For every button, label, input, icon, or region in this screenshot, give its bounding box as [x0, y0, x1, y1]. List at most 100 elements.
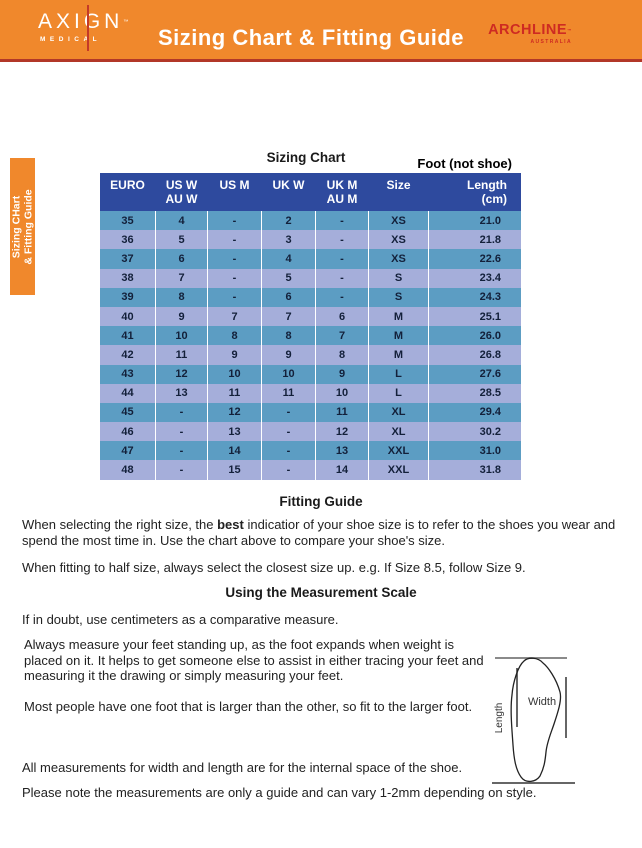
table-cell: 27.6: [479, 368, 501, 381]
table-row: 48-15-14 XXL 31.8: [100, 460, 521, 480]
table-cell: 12: [156, 364, 208, 384]
foot-measurement-diagram: Width Length: [488, 650, 588, 795]
table-cell: 4: [156, 211, 208, 231]
table-cell: 13: [208, 422, 262, 442]
measurement-paragraph-3: Most people have one foot that is larger…: [24, 699, 473, 714]
table-cell: 4: [262, 249, 316, 269]
sizing-table: EURO US W AU W US M UK W UK M AU M Size Length (c…: [100, 173, 521, 480]
table-cell: 42: [100, 345, 156, 365]
table-cell: 48: [100, 460, 156, 480]
side-tab-line2: & Fitting Guide: [22, 188, 34, 265]
table-cell: 28.5: [479, 387, 501, 400]
table-cell: 21.0: [479, 214, 501, 227]
table-cell: 6: [262, 287, 316, 307]
table-cell: 5: [156, 230, 208, 250]
table-cell: 6: [156, 249, 208, 269]
column-header: Size: [369, 173, 429, 211]
table-cell: L: [369, 364, 429, 384]
axign-logo: AXIGN™ MEDICAL: [38, 5, 129, 51]
table-cell: 8: [156, 287, 208, 307]
archline-logo: ARCHLINE™ AUSTRALIA: [488, 23, 572, 46]
table-cell: 40: [100, 306, 156, 327]
table-cell: 9: [316, 364, 369, 384]
table-cell: 7: [316, 326, 369, 346]
p1-bold-word: best: [217, 517, 244, 532]
table-row: 37 6-4- XS 22.6: [100, 249, 521, 269]
page-title: Sizing Chart & Fitting Guide: [157, 25, 465, 50]
table-cell: -: [316, 230, 369, 250]
column-header: US W AU W: [156, 173, 208, 211]
table-cell: 31.0: [479, 444, 501, 457]
axign-red-line: [87, 5, 89, 51]
column-header: Length (cm): [467, 178, 507, 206]
table-cell: -: [316, 249, 369, 269]
table-cell: 31.8: [479, 464, 501, 477]
table-cell: 10: [262, 364, 316, 384]
axign-subtitle: MEDICAL: [40, 36, 102, 43]
table-cell: -: [262, 441, 316, 461]
table-cell: 11: [208, 383, 262, 403]
table-cell: -: [262, 422, 316, 442]
table-cell: 15: [208, 460, 262, 480]
table-row: 45-12-11 XL 29.4: [100, 402, 521, 423]
measurement-paragraph-2: Always measure your feet standing up, as…: [24, 637, 484, 683]
axign-wordmark: AXIGN™: [38, 5, 129, 51]
sizing-table-body: 35 4-2- XS 21.0 36 5-3- XS 21.8 37 6-4- XS 22.6 38 7-…: [100, 211, 521, 480]
table-cell: 11: [316, 402, 369, 423]
table-cell: 38: [100, 268, 156, 288]
table-row: 36 5-3- XS 21.8: [100, 230, 521, 250]
table-cell: S: [369, 287, 429, 307]
table-cell: XS: [369, 249, 429, 269]
column-header: EURO: [100, 173, 156, 211]
table-cell: 23.4: [479, 272, 501, 285]
table-cell: 47: [100, 441, 156, 461]
table-row: 42 11 9 9 8 M 26.8: [100, 345, 521, 365]
table-row: 39 8-6- S 24.3: [100, 287, 521, 307]
table-cell: XS: [369, 230, 429, 250]
table-cell: 24.3: [479, 291, 501, 304]
table-cell: 39: [100, 287, 156, 307]
measurement-scale-heading: Using the Measurement Scale: [225, 585, 417, 600]
table-row: 41 10 8 8 7 M 26.0: [100, 326, 521, 346]
table-cell: 26.8: [479, 348, 501, 361]
table-cell: 12: [316, 422, 369, 442]
table-cell: 14: [316, 460, 369, 480]
table-cell: 14: [208, 441, 262, 461]
table-cell: 37: [100, 249, 156, 269]
table-cell: 12: [208, 402, 262, 423]
table-cell: 41: [100, 326, 156, 346]
archline-wordmark: ARCHLINE™: [488, 23, 572, 38]
archline-name: ARCHLINE: [488, 22, 567, 38]
table-cell: 21.8: [479, 233, 501, 246]
header-bar: AXIGN™ MEDICAL Sizing Chart & Fitting Gu…: [0, 0, 642, 62]
table-cell: 46: [100, 422, 156, 442]
table-cell: -: [208, 230, 262, 250]
table-cell: L: [369, 383, 429, 403]
table-cell: -: [316, 268, 369, 288]
side-tab-label: Sizing CHart & Fitting Guide: [10, 158, 35, 295]
table-cell: 22.6: [479, 252, 501, 265]
table-cell: -: [208, 287, 262, 307]
axign-name: AXIGN: [38, 10, 124, 33]
table-cell: XS: [369, 211, 429, 231]
table-cell: -: [262, 460, 316, 480]
table-cell: 10: [208, 364, 262, 384]
table-row: 47-14-13 XXL 31.0: [100, 441, 521, 461]
table-cell: 8: [208, 326, 262, 346]
table-cell: 5: [262, 268, 316, 288]
table-cell: XL: [369, 402, 429, 423]
table-cell: M: [369, 306, 429, 327]
archline-subtitle: AUSTRALIA: [530, 39, 572, 45]
table-cell: 36: [100, 230, 156, 250]
table-cell: XXL: [369, 460, 429, 480]
axign-trademark: ™: [123, 19, 129, 25]
table-cell: 7: [208, 306, 262, 327]
fitting-guide-heading: Fitting Guide: [279, 494, 363, 509]
table-cell: 43: [100, 364, 156, 384]
table-cell: -: [316, 287, 369, 307]
table-cell: 13: [156, 383, 208, 403]
table-cell: 13: [316, 441, 369, 461]
table-cell: 29.4: [479, 406, 501, 419]
table-cell: -: [156, 402, 208, 423]
table-row: 46-13-12 XL 30.2: [100, 422, 521, 442]
